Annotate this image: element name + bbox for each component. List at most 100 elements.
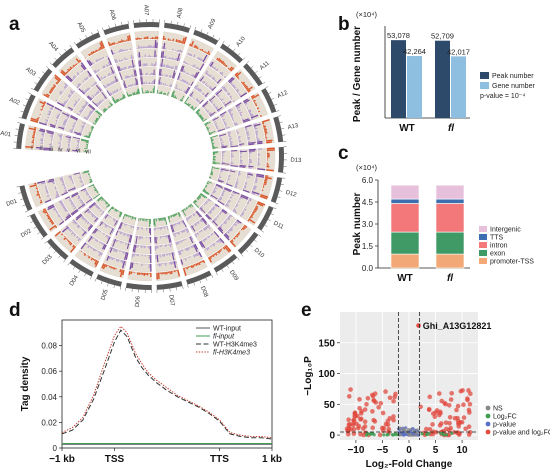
track-bar <box>252 211 255 214</box>
track-label: i <box>31 146 32 152</box>
track-bar <box>87 115 90 118</box>
track-bar <box>228 199 231 202</box>
track-bar <box>92 94 95 98</box>
chromosome-D10: D10 <box>192 192 265 260</box>
track-bar <box>60 111 62 113</box>
track-bar <box>81 216 85 219</box>
track-bar <box>219 71 222 75</box>
ideogram-tick <box>28 92 32 95</box>
ideogram-tick <box>205 277 208 281</box>
ideogram-tick <box>38 76 41 79</box>
track-bar <box>221 144 224 146</box>
track-bar <box>55 81 59 85</box>
track-bar <box>148 45 150 49</box>
track-bar <box>138 61 140 67</box>
track-bar <box>135 235 137 237</box>
volcano-point <box>439 398 445 404</box>
track-bar <box>211 170 212 172</box>
track-bar <box>237 174 240 176</box>
track-tile <box>250 92 269 118</box>
track-bar <box>235 205 238 208</box>
track-bar <box>102 84 106 89</box>
track-bar <box>138 272 141 275</box>
ideogram-tick <box>119 286 122 290</box>
track-bar <box>128 234 131 236</box>
track-bar <box>96 190 98 192</box>
track-bar <box>99 230 101 233</box>
ideogram-tick <box>18 192 22 194</box>
track-bar <box>167 271 170 274</box>
track-bar <box>167 64 169 68</box>
ideogram-tick <box>64 48 67 52</box>
track-bar <box>84 116 89 120</box>
track-bar <box>211 232 214 235</box>
track-bar <box>206 84 209 87</box>
track-bar <box>226 182 228 184</box>
ideogram-tick <box>277 196 281 198</box>
track-bar <box>54 106 63 112</box>
track-bar <box>199 193 206 199</box>
track-bar <box>164 83 167 86</box>
track-bar <box>211 140 214 142</box>
track-bar <box>62 219 64 222</box>
track-bar <box>250 94 255 98</box>
track-bar <box>266 147 275 150</box>
track-bar <box>132 216 134 220</box>
track-bar <box>67 95 71 98</box>
track-bar <box>73 131 82 135</box>
track-bar <box>63 89 65 92</box>
track-bar <box>102 56 105 59</box>
track-bar <box>87 143 89 144</box>
track-bar <box>213 105 216 107</box>
y-tick-label: 150 <box>318 338 335 349</box>
track-bar <box>101 263 105 269</box>
track-bar <box>255 132 258 134</box>
track-bar <box>78 59 82 63</box>
track-bar <box>242 119 251 123</box>
track-bar <box>154 73 156 76</box>
track-tile <box>229 224 252 248</box>
track-bar <box>64 208 67 211</box>
track-bar <box>188 53 191 56</box>
track-bar <box>264 179 268 182</box>
track-bar <box>54 187 57 190</box>
volcano-point <box>379 425 385 431</box>
track-bar <box>91 84 94 87</box>
legend-swatch <box>480 72 489 79</box>
track-bar <box>177 222 180 225</box>
track-bar <box>92 97 94 99</box>
track-bar <box>241 227 245 231</box>
track-tile <box>239 197 258 221</box>
track-bar <box>126 49 129 51</box>
track-bar <box>58 147 61 149</box>
track-bar <box>104 223 106 226</box>
track-bar <box>78 98 81 101</box>
track-bar <box>247 173 254 176</box>
track-bar <box>187 217 190 220</box>
track-bar <box>246 135 248 138</box>
chromosome-label: A04 <box>47 41 59 53</box>
track-bar <box>123 223 125 224</box>
track-bar <box>250 114 259 119</box>
track-bar <box>192 201 200 208</box>
track-bar <box>105 234 108 238</box>
track-bar <box>129 94 131 97</box>
data-label: 42,017 <box>447 47 470 56</box>
track-bar <box>203 203 206 206</box>
track-bar <box>257 142 263 145</box>
track-bar <box>204 92 209 97</box>
track-bar <box>154 236 156 244</box>
track-bar <box>229 140 232 142</box>
track-bar <box>253 101 256 104</box>
track-bar <box>249 217 252 219</box>
track-bar <box>136 79 139 86</box>
track-bar <box>146 63 148 67</box>
track-bar <box>92 247 94 250</box>
track-bar <box>234 206 236 208</box>
track-bar <box>216 57 219 61</box>
volcano-point <box>437 409 443 415</box>
track-bar <box>163 92 165 95</box>
volcano-point <box>407 433 412 437</box>
ideogram-band <box>16 123 25 150</box>
track-bar <box>217 227 224 234</box>
